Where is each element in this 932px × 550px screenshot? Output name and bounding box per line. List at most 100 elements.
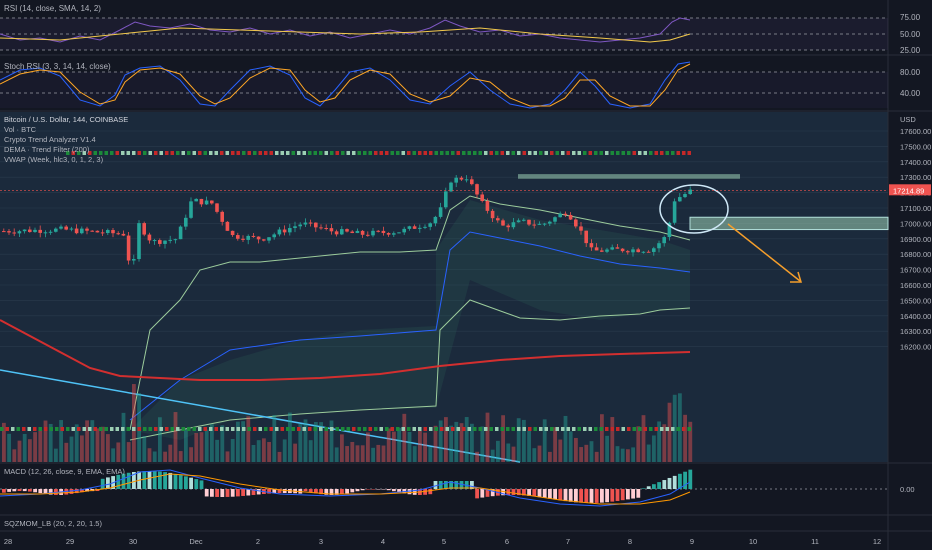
trend-dot	[247, 151, 251, 155]
trend-dot	[132, 151, 136, 155]
candle-body	[355, 230, 360, 234]
macd-histogram-bar	[615, 489, 620, 501]
main-pane[interactable]: Bitcoin / U.S. Dollar, 144, COINBASE Vol…	[0, 115, 931, 463]
trend-dot	[533, 151, 537, 155]
trend-dot	[561, 427, 565, 431]
trend-dot	[341, 427, 345, 431]
vwap-line	[129, 231, 691, 421]
candle-body	[33, 229, 37, 233]
volume-bar	[28, 439, 32, 462]
candle-body	[574, 219, 578, 227]
trend-dot	[643, 427, 647, 431]
time-axis-label: 11	[811, 537, 819, 546]
legend-volume[interactable]: Vol · BTC	[4, 125, 37, 134]
candle-body	[683, 194, 687, 198]
candle-body	[376, 230, 380, 232]
macd-pane[interactable]: MACD (12, 26, close, 9, EMA, EMA) 0.00	[0, 467, 915, 507]
stoch-rsi-pane[interactable]: Stoch RSI (3, 3, 14, 14, close) 80.00 40…	[0, 61, 921, 109]
sqzmom-pane[interactable]: SQZMOM_LB (20, 2, 20, 1.5)	[4, 519, 102, 528]
legend-trend-analyzer[interactable]: Crypto Trend Analyzer V1.4	[4, 135, 96, 144]
price-axis-tick: 17100.00	[900, 204, 931, 213]
price-axis-tick: 17400.00	[900, 158, 931, 167]
time-axis-label: 28	[4, 537, 12, 546]
candle-body	[308, 222, 313, 224]
volume-bar	[220, 425, 225, 462]
rsi-pane[interactable]: RSI (14, close, SMA, 14, 2) 75.00 50.00 …	[0, 4, 921, 55]
candle-body	[464, 179, 469, 181]
price-axis[interactable]: 17600.0017500.0017400.0017300.0017200.00…	[900, 127, 931, 352]
projection-arrow[interactable]	[727, 223, 801, 282]
descending-trendline[interactable]	[0, 369, 521, 463]
candle-body	[584, 230, 588, 244]
candle-body	[340, 229, 344, 235]
candle-body	[215, 203, 219, 212]
volume-bar	[194, 433, 199, 462]
volume-bar	[64, 442, 69, 462]
volume-bar	[636, 426, 641, 462]
macd-histogram-bar	[48, 489, 53, 495]
candle-body	[506, 225, 510, 228]
legend-trend-filter[interactable]: DEMA · Trend Filter (200)	[4, 145, 90, 154]
volume-bar	[516, 418, 521, 462]
trend-dot	[544, 151, 548, 155]
trend-dot	[308, 151, 312, 155]
trend-dot	[528, 427, 532, 431]
volume-bar	[470, 423, 474, 462]
volume-bar	[662, 424, 667, 462]
candle-body	[178, 226, 183, 240]
trend-dot	[192, 151, 196, 155]
candle-body	[631, 249, 635, 253]
macd-histogram-bar	[126, 472, 131, 489]
time-axis-label: 9	[690, 537, 694, 546]
trend-dot	[522, 427, 526, 431]
trend-dot	[687, 427, 691, 431]
trend-dot	[302, 151, 306, 155]
macd-histogram-bar	[397, 489, 401, 493]
volume-bar	[106, 434, 110, 462]
trend-dot	[550, 151, 554, 155]
macd-histogram-bar	[329, 489, 334, 495]
trend-dot	[346, 151, 350, 155]
trend-dot	[170, 427, 174, 431]
macd-histogram-bar	[267, 489, 271, 494]
trend-dot	[566, 427, 570, 431]
trend-dot	[148, 427, 152, 431]
trend-dot	[539, 151, 543, 155]
trend-dot	[275, 427, 279, 431]
trend-dot	[407, 151, 411, 155]
macd-histogram-bar	[173, 473, 178, 489]
trend-dot	[291, 427, 295, 431]
time-axis-label: 8	[628, 537, 632, 546]
macd-histogram-bar	[407, 489, 412, 495]
time-axis[interactable]: 28 29 30 Dec 2 3 4 5 6 7 8 9 10 11 12	[4, 537, 881, 546]
legend-vwap[interactable]: VWAP (Week, hlc3, 0, 1, 2, 3)	[4, 155, 104, 164]
volume-bar	[85, 420, 89, 462]
candle-body	[527, 219, 531, 225]
macd-histogram-bar	[158, 471, 162, 489]
volume-bar	[345, 446, 349, 462]
macd-histogram-bar	[360, 489, 365, 491]
trend-dot	[220, 151, 224, 155]
macd-histogram-bar	[490, 489, 495, 497]
trend-dot	[121, 151, 125, 155]
volume-bar	[355, 445, 360, 462]
symbol-title[interactable]: Bitcoin / U.S. Dollar, 144, COINBASE	[4, 115, 128, 124]
trend-dot	[319, 151, 323, 155]
trend-dot	[165, 151, 169, 155]
target-zone[interactable]	[689, 216, 889, 231]
trend-dot	[159, 151, 163, 155]
macd-histogram-bar	[532, 489, 537, 497]
candle-body	[412, 226, 417, 229]
candle-body	[137, 223, 141, 260]
volume-bar	[329, 420, 334, 462]
resistance-zone[interactable]	[518, 174, 740, 179]
trend-dot	[539, 427, 543, 431]
volume-bar	[236, 421, 240, 462]
price-axis-tick: 17000.00	[900, 219, 931, 228]
highlight-ellipse[interactable]	[659, 184, 729, 234]
trend-dot	[638, 151, 642, 155]
vwap-lower-band	[129, 299, 691, 441]
trend-dot	[522, 151, 526, 155]
candle-body	[28, 229, 32, 233]
